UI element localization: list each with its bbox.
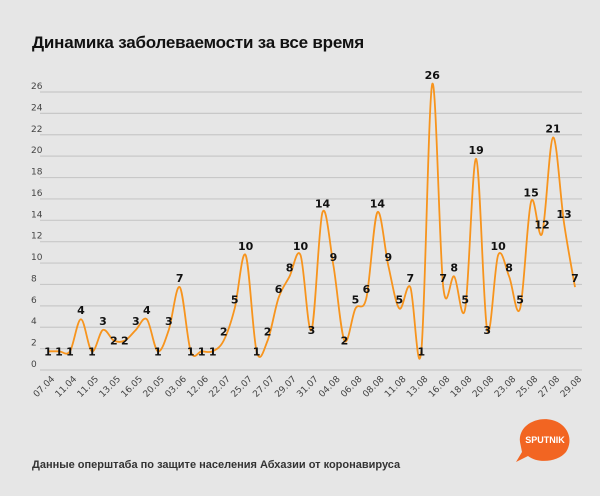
x-tick-label: 25.07 xyxy=(230,374,255,399)
x-tick-label: 16.05 xyxy=(120,374,145,399)
data-label: 5 xyxy=(352,294,360,307)
data-label: 4 xyxy=(143,304,151,317)
data-label: 14 xyxy=(315,197,331,210)
data-label: 1 xyxy=(198,345,206,358)
data-label: 3 xyxy=(132,315,140,328)
x-tick-label: 20.05 xyxy=(142,374,167,399)
data-label: 10 xyxy=(490,240,506,253)
y-tick-label: 4 xyxy=(31,317,37,327)
data-label: 6 xyxy=(363,283,371,296)
x-tick-label: 07.04 xyxy=(32,374,57,399)
data-label: 1 xyxy=(417,345,425,358)
x-tick-label: 27.07 xyxy=(251,374,276,399)
x-tick-label: 29.07 xyxy=(273,374,298,399)
x-tick-label: 08.08 xyxy=(361,374,386,399)
data-label: 9 xyxy=(330,251,338,264)
y-tick-label: 10 xyxy=(31,253,43,263)
data-label: 2 xyxy=(220,326,228,339)
series-line xyxy=(47,83,576,360)
x-tick-label: 11.04 xyxy=(54,374,79,399)
y-tick-label: 22 xyxy=(31,125,42,135)
y-tick-label: 6 xyxy=(31,296,37,306)
y-tick-label: 20 xyxy=(31,146,43,156)
data-label: 3 xyxy=(483,324,491,337)
data-label: 1 xyxy=(55,345,63,358)
x-tick-label: 13.05 xyxy=(98,374,123,399)
sputnik-logo: SPUTNIK xyxy=(516,419,570,462)
x-tick-label: 29.08 xyxy=(559,374,584,399)
y-tick-label: 8 xyxy=(31,274,37,284)
data-label: 19 xyxy=(469,144,484,157)
data-label: 5 xyxy=(461,294,469,307)
data-label: 1 xyxy=(66,345,74,358)
x-tick-label: 03.06 xyxy=(164,374,189,399)
y-tick-label: 2 xyxy=(31,339,37,349)
x-tick-label: 13.08 xyxy=(405,374,430,399)
svg-text:SPUTNIK: SPUTNIK xyxy=(525,435,565,445)
data-label: 2 xyxy=(121,335,129,348)
y-tick-label: 18 xyxy=(31,168,43,178)
data-label: 1 xyxy=(88,345,96,358)
data-label: 4 xyxy=(77,304,85,317)
x-tick-label: 12.06 xyxy=(186,374,211,399)
data-label: 10 xyxy=(238,240,254,253)
x-tick-label: 23.08 xyxy=(493,374,518,399)
data-label: 10 xyxy=(293,240,309,253)
data-label: 8 xyxy=(286,261,294,274)
data-label: 8 xyxy=(505,261,513,274)
data-label: 3 xyxy=(165,315,173,328)
data-label: 7 xyxy=(406,272,414,285)
data-label: 3 xyxy=(308,324,316,337)
data-label: 2 xyxy=(110,335,118,348)
x-tick-label: 22.07 xyxy=(208,374,233,399)
data-label: 1 xyxy=(187,345,195,358)
data-label: 26 xyxy=(425,69,441,82)
data-label: 2 xyxy=(341,335,349,348)
x-tick-label: 25.08 xyxy=(515,374,540,399)
data-label: 1 xyxy=(154,345,162,358)
data-label: 21 xyxy=(545,122,560,135)
x-tick-label: 27.08 xyxy=(537,374,562,399)
y-tick-label: 14 xyxy=(31,210,43,220)
x-tick-label: 16.08 xyxy=(427,374,452,399)
x-tick-label: 31.07 xyxy=(295,374,320,399)
data-label: 5 xyxy=(516,294,524,307)
data-label: 7 xyxy=(571,272,579,285)
chart-title: Динамика заболеваемости за все время xyxy=(32,33,364,52)
data-label: 15 xyxy=(523,187,538,200)
y-tick-label: 0 xyxy=(31,360,37,370)
data-label: 5 xyxy=(396,294,404,307)
data-label: 5 xyxy=(231,294,239,307)
data-label: 6 xyxy=(275,283,283,296)
data-label: 3 xyxy=(99,315,107,328)
data-label: 8 xyxy=(450,261,458,274)
x-tick-label: 20.08 xyxy=(471,374,496,399)
x-tick-label: 11.08 xyxy=(383,374,408,399)
y-tick-label: 26 xyxy=(31,82,43,92)
y-tick-label: 16 xyxy=(31,189,43,199)
x-tick-label: 18.08 xyxy=(449,374,474,399)
data-label: 12 xyxy=(534,219,549,232)
data-label: 9 xyxy=(385,251,393,264)
x-tick-label: 06.08 xyxy=(339,374,364,399)
data-label: 2 xyxy=(264,326,272,339)
data-label: 7 xyxy=(176,272,184,285)
x-tick-label: 11.05 xyxy=(76,374,101,399)
y-tick-label: 24 xyxy=(31,103,43,113)
data-label: 14 xyxy=(370,197,386,210)
data-label: 13 xyxy=(556,208,571,221)
data-label: 1 xyxy=(253,345,261,358)
data-label: 1 xyxy=(209,345,217,358)
data-label: 1 xyxy=(44,345,52,358)
x-tick-label: 04.08 xyxy=(317,374,342,399)
y-tick-label: 12 xyxy=(31,232,42,242)
data-label: 7 xyxy=(439,272,447,285)
source-note: Данные оперштаба по защите населения Абх… xyxy=(32,459,401,471)
